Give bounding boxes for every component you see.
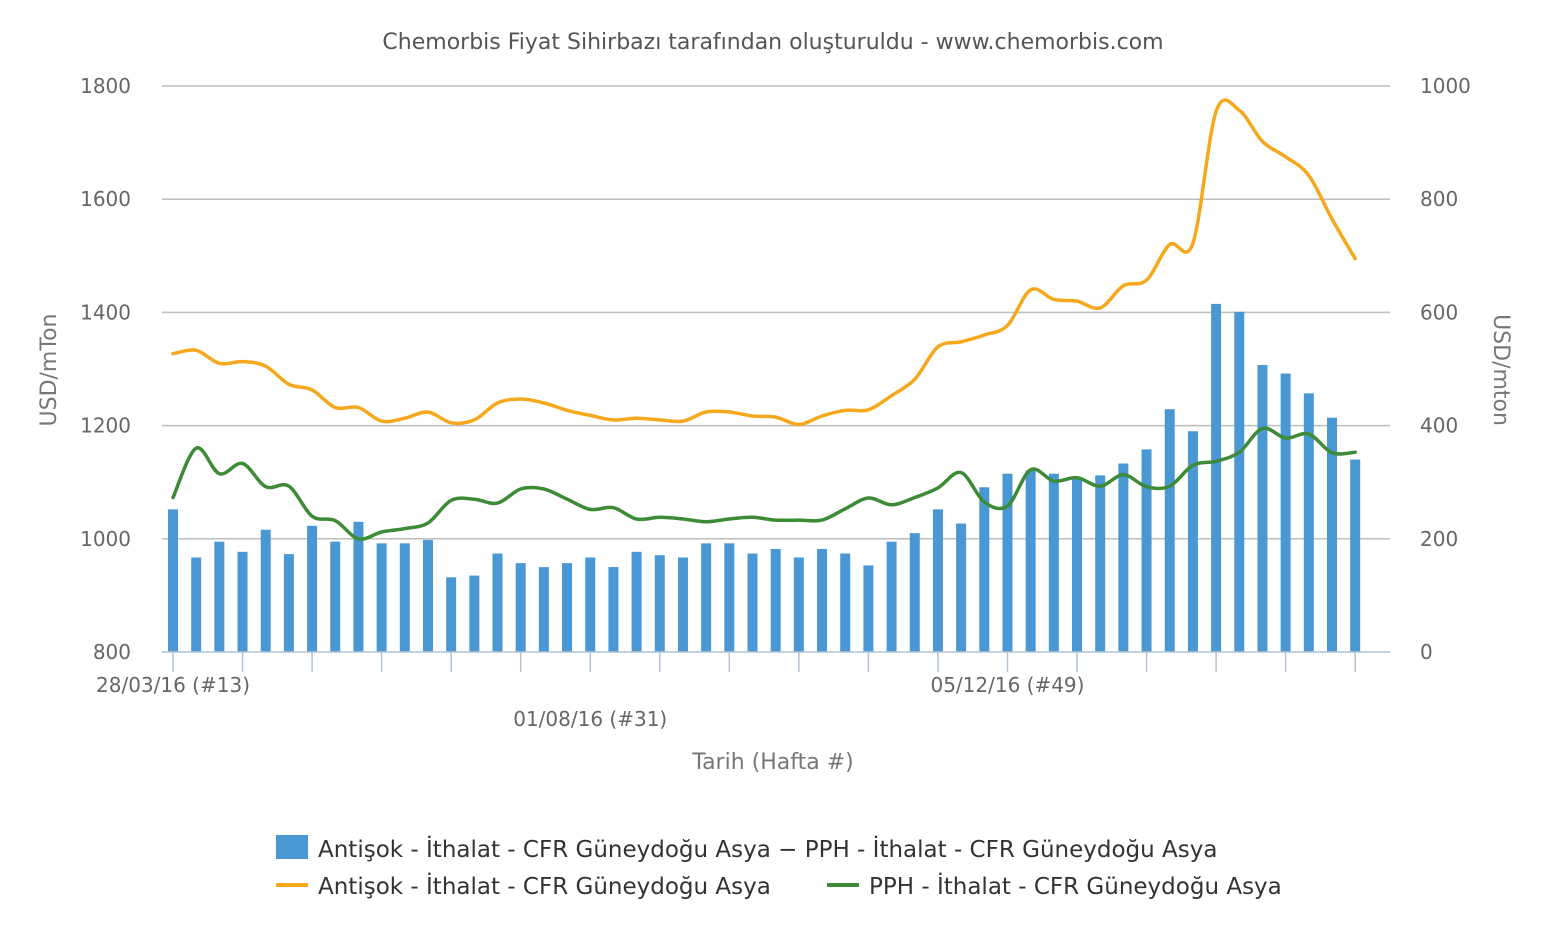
legend-label: Antişok - İthalat - CFR Güneydoğu Asya −… [318, 835, 1217, 863]
bar [1141, 449, 1152, 652]
y-right-tick-label: 1000 [1420, 74, 1471, 98]
bar [1048, 473, 1059, 652]
x-tick-label: 01/08/16 (#31) [513, 707, 667, 731]
bar [1280, 373, 1291, 652]
bar [260, 529, 271, 652]
bar [353, 521, 364, 652]
bar [1095, 475, 1106, 652]
bar [562, 563, 573, 652]
y-left-tick-label: 1800 [80, 74, 131, 98]
bar [1327, 417, 1337, 652]
legend: Antişok - İthalat - CFR Güneydoğu Asya −… [276, 835, 1282, 900]
bar [446, 577, 457, 652]
bar [817, 548, 828, 652]
bar-series [168, 303, 1361, 652]
antisok-line [171, 98, 1357, 427]
bar [1187, 431, 1198, 652]
bar [469, 575, 480, 652]
bar [701, 543, 712, 652]
bar [515, 563, 526, 652]
bar [1025, 470, 1036, 652]
chart-title: Chemorbis Fiyat Sihirbazı tarafından olu… [382, 30, 1163, 55]
bar [770, 548, 781, 652]
y-axis-left: 800 1000 1200 1400 1600 1800 [80, 74, 131, 664]
bar [1072, 477, 1083, 652]
y-right-tick-label: 400 [1420, 414, 1458, 438]
y-right-tick-label: 600 [1420, 300, 1458, 324]
bar [654, 555, 665, 652]
y-left-tick-label: 1400 [80, 300, 131, 324]
bar [840, 553, 851, 652]
bar [1350, 459, 1361, 652]
bar [724, 543, 735, 652]
bar [863, 565, 874, 652]
x-axis-title: Tarih (Hafta #) [691, 750, 853, 775]
y-left-tick-label: 800 [93, 640, 131, 664]
bar [307, 525, 318, 652]
bar [631, 551, 642, 652]
bar [1303, 393, 1314, 652]
bar [330, 541, 341, 652]
bar [376, 543, 387, 652]
legend-swatch [276, 835, 308, 859]
bar [886, 541, 897, 652]
y-axis-right-title: USD/mton [1488, 314, 1513, 426]
legend-label: Antişok - İthalat - CFR Güneydoğu Asya [318, 872, 771, 900]
bar [237, 551, 248, 652]
bar [191, 557, 202, 652]
bar [1234, 311, 1245, 652]
bar [422, 539, 433, 652]
y-axis-left-title: USD/mTon [37, 314, 62, 427]
line-series [171, 98, 1357, 541]
bar [1118, 463, 1129, 652]
y-left-tick-label: 1000 [80, 527, 131, 551]
y-left-tick-label: 1200 [80, 414, 131, 438]
bar [538, 567, 549, 652]
bar [585, 557, 596, 652]
bar [399, 543, 410, 652]
x-tick-label: 28/03/16 (#13) [96, 673, 250, 697]
bar [793, 557, 804, 652]
y-right-tick-label: 800 [1420, 187, 1458, 211]
y-right-tick-label: 0 [1420, 640, 1433, 664]
bar [283, 554, 294, 652]
y-axis-right: 0 200 400 600 800 1000 [1420, 74, 1471, 664]
bar [677, 557, 688, 652]
x-tick-label: 05/12/16 (#49) [930, 673, 1084, 697]
x-axis: 28/03/16 (#13) 01/08/16 (#31) 05/12/16 (#4… [96, 651, 1390, 731]
pph-line [171, 426, 1357, 541]
bar [909, 533, 920, 652]
bar [1211, 303, 1222, 652]
bar [492, 553, 503, 652]
bar [956, 523, 967, 652]
bar [1002, 473, 1013, 652]
bar [608, 567, 619, 652]
bar [1164, 409, 1175, 652]
y-right-tick-label: 200 [1420, 527, 1458, 551]
bar [747, 553, 758, 652]
bar [979, 487, 990, 652]
gridlines [162, 85, 1390, 540]
bar [168, 509, 178, 652]
bar [932, 509, 943, 652]
bar [214, 541, 225, 652]
legend-label: PPH - İthalat - CFR Güneydoğu Asya [869, 872, 1282, 900]
y-left-tick-label: 1600 [80, 187, 131, 211]
bar [1257, 365, 1268, 652]
